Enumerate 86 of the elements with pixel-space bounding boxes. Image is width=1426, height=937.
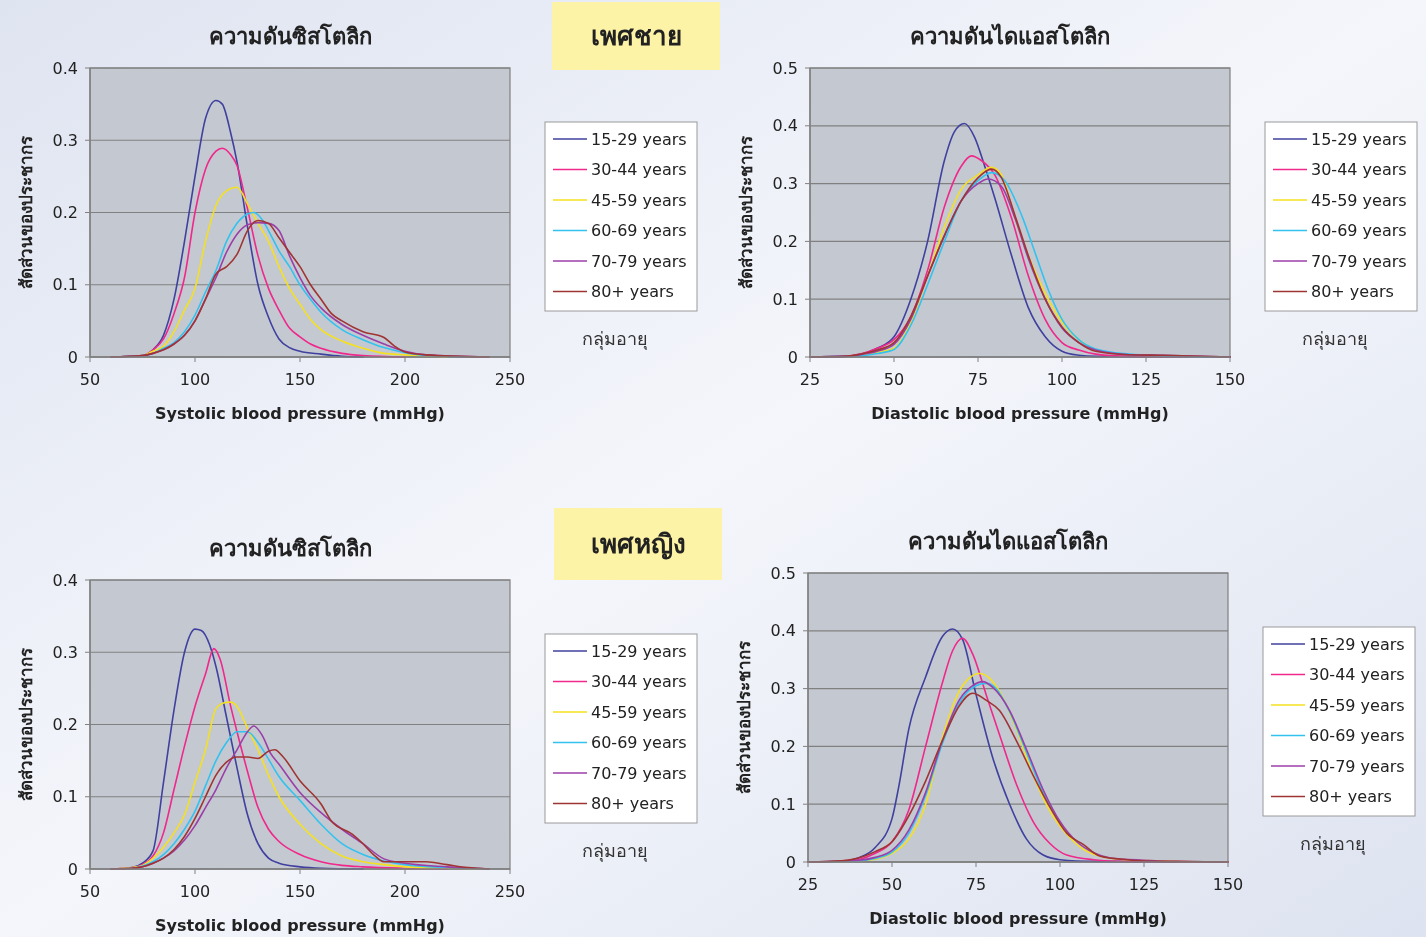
- y-tick-label: 0.1: [770, 794, 796, 814]
- y-axis-title: สัดส่วนของประชากร: [736, 135, 756, 289]
- legend-label: 45-59 years: [591, 702, 687, 722]
- x-tick-label: 150: [284, 882, 316, 901]
- legend-label: 15-29 years: [1311, 129, 1407, 149]
- y-tick-label: 0: [67, 347, 78, 367]
- y-tick-label: 0.3: [52, 130, 78, 150]
- y-tick-label: 0.2: [52, 203, 78, 223]
- legend-label: 30-44 years: [591, 672, 687, 692]
- legend-label: 45-59 years: [591, 190, 687, 210]
- x-tick-label: 75: [967, 370, 989, 389]
- legend-label: 60-69 years: [1311, 221, 1407, 241]
- x-tick-label: 25: [799, 370, 821, 389]
- y-tick-label: 0: [785, 852, 796, 872]
- y-tick-label: 0.3: [52, 642, 78, 662]
- x-tick-label: 150: [1212, 875, 1244, 894]
- y-tick-label: 0.3: [772, 174, 798, 194]
- legend-label: 60-69 years: [591, 221, 687, 241]
- legend-label: 30-44 years: [1311, 160, 1407, 180]
- legend-title: กลุ่มอายุ: [582, 328, 648, 350]
- legend-label: 80+ years: [591, 282, 674, 302]
- legend-label: 45-59 years: [1311, 190, 1407, 210]
- legend-label: 30-44 years: [1309, 665, 1405, 685]
- legend-label: 45-59 years: [1309, 695, 1405, 715]
- y-tick-label: 0.4: [52, 58, 78, 78]
- y-axis-title: สัดส่วนของประชากร: [16, 135, 36, 289]
- legend-title: กลุ่มอายุ: [1300, 833, 1366, 855]
- text: เพศหญิง: [590, 529, 686, 561]
- legend-label: 15-29 years: [1309, 634, 1405, 654]
- x-tick-label: 50: [883, 370, 905, 389]
- x-tick-label: 50: [79, 370, 101, 389]
- legend-label: 80+ years: [1311, 282, 1394, 302]
- y-tick-label: 0.5: [772, 58, 798, 78]
- legend-label: 60-69 years: [591, 733, 687, 753]
- x-axis-title: Systolic blood pressure (mmHg): [155, 916, 445, 935]
- y-tick-label: 0.4: [52, 570, 78, 590]
- legend-label: 70-79 years: [1311, 251, 1407, 271]
- x-tick-label: 100: [179, 882, 211, 901]
- legend-label: 80+ years: [1309, 787, 1392, 807]
- x-tick-label: 100: [179, 370, 211, 389]
- x-tick-label: 50: [881, 875, 903, 894]
- y-axis-title: สัดส่วนของประชากร: [16, 647, 36, 801]
- x-tick-label: 250: [494, 370, 526, 389]
- x-tick-label: 150: [1214, 370, 1246, 389]
- legend-label: 70-79 years: [591, 763, 687, 783]
- x-tick-label: 250: [494, 882, 526, 901]
- legend-label: 15-29 years: [591, 129, 687, 149]
- x-tick-label: 25: [797, 875, 819, 894]
- x-axis-title: Diastolic blood pressure (mmHg): [871, 404, 1169, 423]
- text: เพศชาย: [590, 21, 682, 52]
- legend-title: กลุ่มอายุ: [582, 840, 648, 862]
- y-tick-label: 0.1: [772, 289, 798, 309]
- y-axis-title: สัดส่วนของประชากร: [734, 640, 754, 794]
- y-tick-label: 0.1: [52, 787, 78, 807]
- y-tick-label: 0.2: [770, 737, 796, 756]
- x-tick-label: 125: [1130, 370, 1162, 389]
- chart-title: ความดันซิสโตลิก: [208, 535, 372, 561]
- x-axis-title: Systolic blood pressure (mmHg): [155, 404, 445, 423]
- legend-label: 70-79 years: [591, 251, 687, 271]
- chart-title: ความดันซิสโตลิก: [208, 23, 372, 49]
- legend-label: 70-79 years: [1309, 756, 1405, 776]
- chart-title: ความดันไดแอสโตลิก: [910, 23, 1110, 49]
- x-tick-label: 75: [965, 875, 987, 894]
- x-tick-label: 200: [389, 370, 421, 389]
- legend-label: 15-29 years: [591, 641, 687, 661]
- y-tick-label: 0.2: [772, 232, 798, 251]
- y-tick-label: 0.3: [770, 679, 796, 699]
- legend-label: 30-44 years: [591, 160, 687, 180]
- x-tick-label: 200: [389, 882, 421, 901]
- x-tick-label: 100: [1044, 875, 1076, 894]
- x-tick-label: 150: [284, 370, 316, 389]
- legend-label: 60-69 years: [1309, 726, 1405, 746]
- x-tick-label: 125: [1128, 875, 1160, 894]
- chart-title: ความดันไดแอสโตลิก: [908, 528, 1108, 554]
- y-tick-label: 0: [67, 859, 78, 879]
- y-tick-label: 0.1: [52, 275, 78, 295]
- legend-label: 80+ years: [591, 794, 674, 814]
- y-tick-label: 0.4: [772, 116, 798, 136]
- x-axis-title: Diastolic blood pressure (mmHg): [869, 909, 1167, 928]
- y-tick-label: 0.2: [52, 715, 78, 735]
- legend-title: กลุ่มอายุ: [1302, 328, 1368, 350]
- y-tick-label: 0.5: [770, 563, 796, 583]
- y-tick-label: 0: [787, 347, 798, 367]
- x-tick-label: 100: [1046, 370, 1078, 389]
- x-tick-label: 50: [79, 882, 101, 901]
- y-tick-label: 0.4: [770, 621, 796, 641]
